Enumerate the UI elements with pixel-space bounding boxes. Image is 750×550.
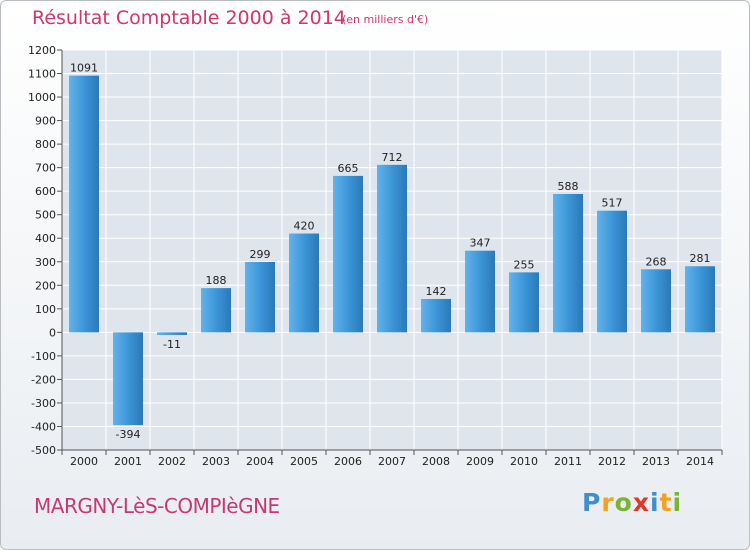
x-tick-label: 2011 <box>554 455 582 468</box>
y-tick-label: -300 <box>31 397 56 410</box>
data-label: 299 <box>250 248 271 261</box>
x-tick-label: 2002 <box>158 455 186 468</box>
bar <box>377 164 407 333</box>
x-tick-label: 2003 <box>202 455 230 468</box>
y-tick-label: -400 <box>31 420 56 433</box>
x-tick-label: 2000 <box>70 455 98 468</box>
bar <box>333 175 363 333</box>
data-label: 420 <box>294 220 315 233</box>
bar <box>641 269 671 333</box>
x-tick-label: 2006 <box>334 455 362 468</box>
x-tick-label: 2004 <box>246 455 274 468</box>
y-tick-label: 900 <box>35 115 56 128</box>
y-tick-label: 1200 <box>28 44 56 57</box>
bar <box>157 332 187 335</box>
y-tick-label: 700 <box>35 162 56 175</box>
y-tick-label: 500 <box>35 209 56 222</box>
data-label: 255 <box>514 258 535 271</box>
x-tick-label: 2012 <box>598 455 626 468</box>
bar <box>113 332 143 426</box>
logo-letter: i <box>672 488 683 517</box>
bar <box>509 272 539 333</box>
x-tick-label: 2007 <box>378 455 406 468</box>
chart-title: Résultat Comptable 2000 à 2014 <box>32 7 346 29</box>
y-tick-label: 300 <box>35 256 56 269</box>
x-tick-label: 2013 <box>642 455 670 468</box>
data-label: 281 <box>690 252 711 265</box>
logo-letter: o <box>614 488 633 517</box>
logo-letter: P <box>582 488 602 517</box>
x-tick-label: 2008 <box>422 455 450 468</box>
x-tick-label: 2010 <box>510 455 538 468</box>
data-label: 268 <box>646 255 667 268</box>
bar <box>421 298 451 333</box>
y-tick-label: 800 <box>35 138 56 151</box>
logo-letter: r <box>601 488 615 517</box>
y-tick-label: 200 <box>35 279 56 292</box>
y-tick-label: -200 <box>31 373 56 386</box>
bar <box>597 210 627 333</box>
data-label: 142 <box>426 285 447 298</box>
bar <box>245 262 275 333</box>
x-tick-label: 2014 <box>686 455 714 468</box>
data-label: 665 <box>338 162 359 175</box>
y-tick-label: 100 <box>35 303 56 316</box>
proxiti-logo: Proxiti <box>582 488 682 517</box>
data-label: -394 <box>116 428 141 441</box>
commune-name: MARGNY-LèS-COMPIèGNE <box>34 494 280 518</box>
logo-letter: i <box>650 488 660 517</box>
y-tick-label: -100 <box>31 350 56 363</box>
data-label: 347 <box>470 237 491 250</box>
data-label: 712 <box>382 151 403 164</box>
x-tick-label: 2001 <box>114 455 142 468</box>
bar <box>553 194 583 333</box>
y-tick-label: -500 <box>31 444 56 457</box>
data-label: 517 <box>602 197 623 210</box>
bar <box>69 75 99 333</box>
logo-letter: t <box>659 488 673 517</box>
data-label: 188 <box>206 274 227 287</box>
bar <box>685 266 715 333</box>
x-tick-label: 2005 <box>290 455 318 468</box>
y-tick-label: 600 <box>35 185 56 198</box>
y-tick-label: 1000 <box>28 91 56 104</box>
bar <box>289 233 319 333</box>
bar <box>201 288 231 333</box>
y-tick-label: 0 <box>49 326 56 339</box>
y-tick-label: 1100 <box>28 68 56 81</box>
x-tick-label: 2009 <box>466 455 494 468</box>
data-label: 1091 <box>70 62 98 75</box>
y-tick-label: 400 <box>35 232 56 245</box>
logo-letter: x <box>632 488 650 517</box>
bar <box>465 250 495 333</box>
data-label: -11 <box>163 338 181 351</box>
chart-unit: (en milliers d'€) <box>342 13 429 26</box>
data-label: 588 <box>558 180 579 193</box>
